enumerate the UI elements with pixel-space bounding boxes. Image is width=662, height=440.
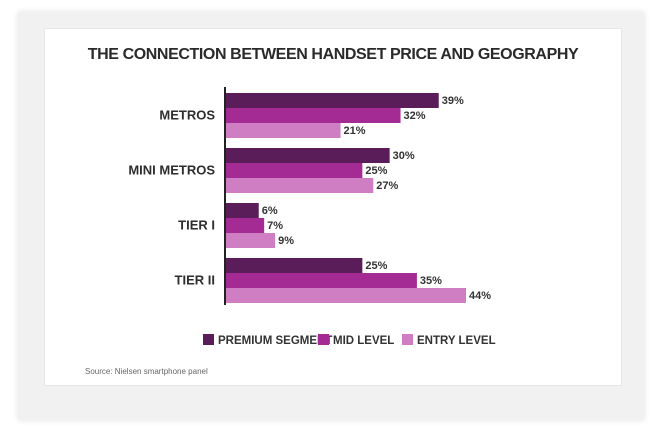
chart-title: THE CONNECTION BETWEEN HANDSET PRICE AND…: [88, 46, 579, 63]
data-label: 27%: [376, 180, 398, 192]
data-label: 44%: [469, 290, 491, 302]
category-label: TIER I: [178, 218, 215, 233]
bar: [226, 93, 439, 108]
legend-swatch: [203, 334, 214, 345]
category-label: MINI METROS: [128, 163, 215, 178]
data-label: 32%: [404, 110, 426, 122]
legend-swatch: [402, 334, 413, 345]
data-label: 25%: [365, 260, 387, 272]
data-label: 39%: [442, 95, 464, 107]
data-label: 25%: [365, 165, 387, 177]
legend-label: PREMIUM SEGMENT: [218, 335, 332, 347]
bar: [226, 258, 363, 273]
data-label: 9%: [278, 235, 294, 247]
bar: [226, 148, 390, 163]
bar: [226, 203, 259, 218]
bar: [226, 163, 363, 178]
bar: [226, 178, 374, 193]
data-label: 6%: [262, 205, 278, 217]
data-label: 35%: [420, 275, 442, 287]
legend: PREMIUM SEGMENT MID LEVEL ENTRY LEVEL: [203, 334, 496, 347]
data-label: 21%: [344, 125, 366, 137]
data-label: 30%: [393, 150, 415, 162]
legend-swatch: [318, 334, 329, 345]
bar: [226, 123, 341, 138]
bar: [226, 108, 401, 123]
bar: [226, 288, 466, 303]
category-label: METROS: [159, 108, 215, 123]
bar: [226, 233, 276, 248]
legend-label: ENTRY LEVEL: [417, 335, 496, 347]
chart-card: THE CONNECTION BETWEEN HANDSET PRICE AND…: [44, 28, 622, 386]
category-label: TIER II: [175, 273, 215, 288]
bar: [226, 273, 417, 288]
bar: [226, 218, 265, 233]
chart-svg: THE CONNECTION BETWEEN HANDSET PRICE AND…: [88, 46, 580, 347]
bars-group: METROS 39% 32% 21% MINI METROS 30% 25% 27% TIER …: [128, 93, 491, 303]
source-note: Source: Nielsen smartphone panel: [85, 367, 208, 376]
legend-label: MID LEVEL: [333, 335, 394, 347]
data-label: 7%: [267, 220, 283, 232]
